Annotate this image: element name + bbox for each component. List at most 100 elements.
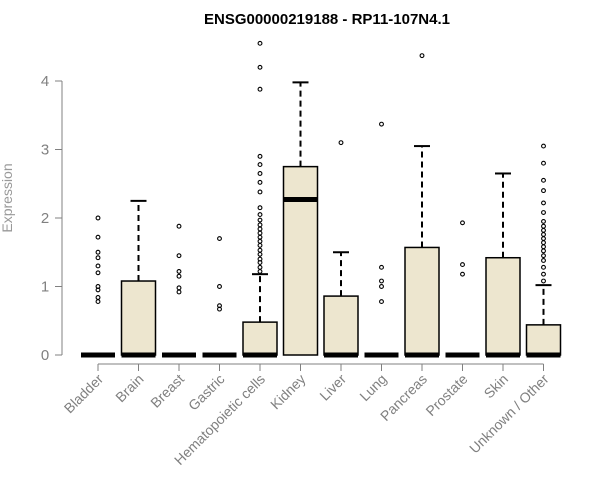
box-iqr [485,256,521,356]
box-iqr [120,280,157,356]
x-tick-label: Bladder [61,371,107,417]
y-tick-label: 4 [41,73,49,90]
box-prostate [445,220,480,358]
y-tick-label: 2 [41,210,49,227]
outlier-point [176,268,182,274]
box-hematopoietic-cells [242,40,278,358]
y-tick-label: 3 [41,142,49,159]
outlier-point [257,268,263,274]
outlier-point [257,264,263,270]
outlier-point [541,244,546,250]
outlier-point [257,251,263,257]
box-iqr [323,295,359,356]
outlier-point [257,230,263,236]
outlier-point [257,189,263,195]
box-unknown-other [525,143,562,358]
outlier-point [217,303,222,309]
outlier-point [541,210,546,215]
x-tick-label: Lung [356,371,389,404]
outlier-point [257,171,263,176]
plot-area [81,40,562,358]
y-axis: 0 1 2 3 4 [41,73,63,364]
outlier-point [257,86,263,92]
outlier-point [95,215,101,221]
outlier-point [95,295,101,300]
outlier-point [176,273,182,279]
outlier-point [95,234,101,240]
y-axis-label: Expression [0,163,15,232]
outlier-point [176,223,182,229]
outlier-point [541,218,546,224]
x-tick-label: Brain [112,371,146,405]
outlier-point [257,247,263,253]
outlier-point [379,264,384,270]
outlier-point [95,299,101,305]
x-tick-label: Skin [481,371,512,402]
outlier-point [541,231,546,237]
outlier-point [379,278,384,284]
box-iqr [282,165,319,356]
outlier-point [541,177,546,183]
outlier-point [257,222,263,228]
outlier-point [379,299,384,305]
outlier-point [541,240,546,246]
outlier-point [217,284,222,289]
outlier-point [95,270,101,276]
box-iqr [404,246,440,356]
outlier-point [95,255,101,261]
outlier-point [541,143,546,149]
outlier-point [257,162,263,168]
outlier-point [541,258,546,263]
box-pancreas [404,53,440,358]
outlier-point [541,236,546,242]
outlier-point [257,234,263,240]
box-iqr [525,324,562,356]
outlier-point [379,121,384,127]
outlier-point [541,227,546,233]
outlier-point [217,236,222,242]
outlier-point [95,263,101,269]
outlier-point [257,226,263,232]
outlier-point [257,153,263,159]
outlier-point [257,179,263,185]
outlier-point [379,284,384,289]
box-lung [364,121,399,358]
box-gastric [202,236,237,358]
outlier-point [176,289,182,295]
outlier-point [541,253,546,259]
chart-title: ENSG00000219188 - RP11-107N4.1 [204,11,450,28]
outlier-point [541,264,546,270]
x-tick-label: Kidney [267,371,309,413]
box-bladder [81,215,115,358]
outlier-point [541,188,546,194]
x-tick-label: Breast [147,371,187,411]
y-tick-label: 1 [41,279,49,296]
outlier-point [95,249,101,255]
outlier-point [541,160,546,166]
outlier-point [460,220,465,226]
outlier-point [257,205,263,211]
outlier-point [176,253,182,259]
box-breast [162,223,196,358]
outlier-point [460,271,465,277]
outlier-point [257,40,263,46]
outlier-point [257,242,263,248]
outlier-point [257,212,263,218]
outlier-point [541,278,546,284]
outlier-point [176,285,182,291]
outlier-point [460,262,465,268]
y-tick-label: 0 [41,347,49,364]
box-skin [485,172,521,358]
outlier-point [541,200,546,206]
box-kidney [282,81,319,356]
outlier-point [541,223,546,229]
outlier-point [257,64,263,70]
outlier-point [95,284,101,289]
outlier-point [257,217,263,223]
outlier-point [338,140,344,146]
box-iqr [242,321,278,356]
outlier-point [257,238,263,244]
outlier-point [257,256,263,262]
